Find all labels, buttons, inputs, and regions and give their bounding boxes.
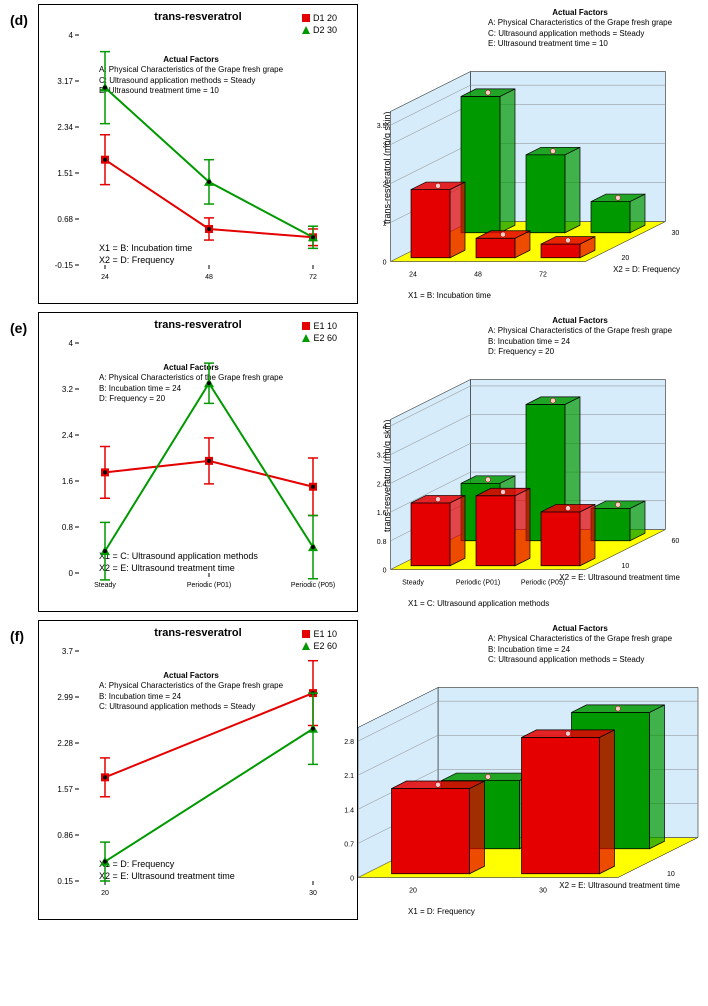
svg-text:Periodic (P05): Periodic (P05): [291, 582, 335, 589]
svg-text:2.4: 2.4: [377, 481, 387, 488]
svg-text:0: 0: [69, 569, 74, 578]
svg-text:3: 3: [383, 143, 387, 150]
svg-text:4: 4: [383, 424, 387, 431]
svg-text:Periodic (P05): Periodic (P05): [521, 580, 565, 587]
svg-text:1.6: 1.6: [377, 510, 387, 517]
svg-text:1.4: 1.4: [344, 807, 354, 814]
chart3d-svg: 0 1 2 3 3.5 24 48 72 20 30: [368, 4, 688, 304]
chart-svg: 0.15 0.86 1.57 2.28 2.99 3.7 20 30: [39, 621, 359, 921]
svg-text:48: 48: [474, 272, 482, 279]
svg-text:0.8: 0.8: [377, 539, 387, 546]
svg-text:1.6: 1.6: [62, 477, 74, 486]
svg-text:2.34: 2.34: [57, 123, 73, 132]
svg-text:3.2: 3.2: [377, 453, 387, 460]
panel-d-2d-chart: trans-resveratrolD1 20D2 30Actual Factor…: [38, 4, 358, 304]
svg-text:0: 0: [350, 876, 354, 883]
panel-f-row: (f) trans-resveratrolE1 10E2 60Actual Fa…: [0, 616, 708, 924]
svg-text:10: 10: [667, 871, 675, 878]
panel-e-2d-chart: trans-resveratrolE1 10E2 60Actual Factor…: [38, 312, 358, 612]
panel-f-2d-chart: trans-resveratrolE1 10E2 60Actual Factor…: [38, 620, 358, 920]
svg-text:0.86: 0.86: [57, 831, 73, 840]
svg-text:48: 48: [205, 274, 213, 281]
svg-text:1: 1: [383, 221, 387, 228]
svg-text:Periodic (P01): Periodic (P01): [187, 582, 231, 589]
chart3d-svg: 00.71.42.12.820301060: [368, 620, 688, 920]
svg-text:72: 72: [539, 272, 547, 279]
svg-text:1.57: 1.57: [57, 785, 73, 794]
svg-text:2.4: 2.4: [62, 431, 74, 440]
svg-text:3.7: 3.7: [62, 647, 74, 656]
panel-f-label: (f): [10, 620, 38, 644]
svg-text:20: 20: [409, 888, 417, 895]
svg-text:30: 30: [539, 888, 547, 895]
svg-text:0: 0: [383, 568, 387, 575]
svg-text:2.99: 2.99: [57, 693, 73, 702]
svg-text:Periodic (P01): Periodic (P01): [456, 580, 500, 587]
svg-text:30: 30: [309, 890, 317, 897]
panel-d-row: (d) trans-resveratrolD1 20D2 30Actual Fa…: [0, 0, 708, 308]
svg-text:24: 24: [409, 272, 417, 279]
svg-text:60: 60: [672, 538, 680, 545]
svg-text:2.1: 2.1: [344, 773, 354, 780]
chart-svg: -0.15 0.68 1.51 2.34 3.17 4 24 48 72: [39, 5, 359, 305]
panel-d-label: (d): [10, 4, 38, 28]
svg-text:0.68: 0.68: [57, 215, 73, 224]
svg-text:0.7: 0.7: [344, 841, 354, 848]
svg-text:20: 20: [622, 255, 630, 262]
svg-text:4: 4: [69, 31, 74, 40]
svg-text:Steady: Steady: [402, 580, 424, 587]
svg-text:3.17: 3.17: [57, 77, 73, 86]
svg-text:2.8: 2.8: [344, 739, 354, 746]
panel-e-row: (e) trans-resveratrolE1 10E2 60Actual Fa…: [0, 308, 708, 616]
svg-text:20: 20: [101, 890, 109, 897]
svg-text:24: 24: [101, 274, 109, 281]
chart3d-svg: 0 0.8 1.6 2.4 3.2 4 Steady Periodic (P01) Period…: [368, 312, 688, 612]
svg-text:0: 0: [383, 260, 387, 267]
svg-text:10: 10: [622, 563, 630, 570]
svg-text:Steady: Steady: [94, 582, 116, 589]
svg-text:3.5: 3.5: [377, 123, 387, 130]
panel-e-3d-chart: Actual FactorsA: Physical Characteristic…: [368, 312, 688, 612]
svg-text:-0.15: -0.15: [55, 261, 74, 270]
panel-f-3d-chart: Actual FactorsA: Physical Characteristic…: [368, 620, 688, 920]
svg-text:30: 30: [672, 230, 680, 237]
svg-text:4: 4: [69, 339, 74, 348]
panel-e-label: (e): [10, 312, 38, 336]
svg-text:2: 2: [383, 182, 387, 189]
svg-text:1.51: 1.51: [57, 169, 73, 178]
svg-text:72: 72: [309, 274, 317, 281]
svg-text:2.28: 2.28: [57, 739, 73, 748]
chart-svg: 0 0.8 1.6 2.4 3.2 4 Steady Periodic (P01) Period…: [39, 313, 359, 613]
svg-text:0.8: 0.8: [62, 523, 74, 532]
svg-text:0.15: 0.15: [57, 877, 73, 886]
panel-d-3d-chart: Actual FactorsA: Physical Characteristic…: [368, 4, 688, 304]
svg-text:3.2: 3.2: [62, 385, 74, 394]
